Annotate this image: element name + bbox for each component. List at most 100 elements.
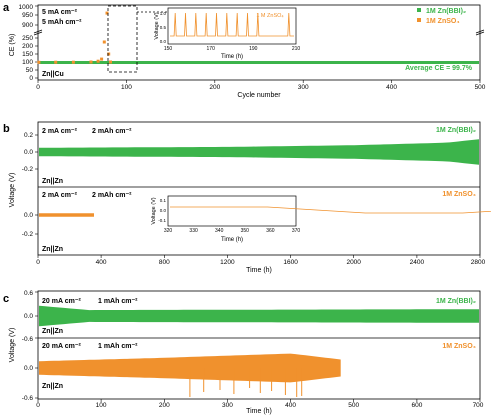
inset-b-xlabel: Time (h) [221, 237, 243, 243]
average-ce-annotation: Average CE = 99.7% [405, 65, 473, 72]
y-tick-label: 200 [22, 43, 33, 50]
zn-bbi-voltage-band-c [39, 305, 479, 327]
inset-b-ytick: -0.1 [158, 218, 166, 223]
panel-c-condition-1-bottom: 20 mA cm⁻² [42, 343, 82, 350]
x-tick-label: 200 [159, 402, 170, 409]
x-tick-label: 0 [36, 84, 40, 91]
panel-a-xlabel: Cycle number [237, 92, 281, 99]
panel-c-series-label-zn-bbi: 1M Zn(BBI)₂ [436, 298, 476, 305]
inset-a-xlabel: Time (h) [221, 54, 243, 60]
x-tick-label: 2000 [346, 259, 361, 266]
y-tick-label: -0.2 [22, 231, 34, 238]
znso4-ce-point [37, 60, 41, 64]
panel-label-a: a [3, 2, 10, 14]
y-tick-label: 1000 [19, 4, 34, 11]
panel-c-cell-label-bottom: Zn||Zn [42, 383, 63, 390]
panel-a-ylabel: CE (%) [9, 34, 16, 57]
panel-c-condition-1: 20 mA cm⁻² [42, 298, 82, 305]
inset-a-xtick: 150 [164, 46, 173, 52]
panel-b-condition-2-bottom: 2 mAh cm⁻² [92, 192, 132, 199]
znso4-ce-point [107, 52, 111, 56]
znso4-ce-points [37, 11, 112, 64]
zn-bbi-voltage-band-b [39, 139, 479, 165]
inset-b-xtick: 330 [189, 228, 198, 234]
znso4-ce-point [109, 60, 112, 64]
panel-c-xlabel: Time (h) [246, 408, 272, 415]
panel-b-xlabel: Time (h) [246, 267, 272, 274]
inset-b-ylabel: Voltage (V) [151, 197, 157, 224]
panel-c-ylabel: Voltage (V) [9, 328, 16, 363]
inset-b-xtick: 370 [292, 228, 301, 234]
y-tick-label: 100 [22, 59, 33, 66]
inset-b-ytick: 0.1 [160, 198, 167, 203]
panel-a-yticks: 0 50 100 150 200 250 900 950 1000 [19, 4, 38, 82]
panel-c-xticks: 0 100 200 300 400 500 600 700 [36, 399, 484, 409]
panel-b-condition-1: 2 mA cm⁻² [42, 128, 78, 135]
x-tick-label: 1600 [283, 259, 298, 266]
x-tick-label: 0 [36, 402, 40, 409]
y-tick-label: -0.6 [22, 395, 34, 402]
y-tick-label: -0.6 [22, 336, 34, 343]
panel-b-ylabel: Voltage (V) [9, 173, 16, 208]
y-tick-label: 0.6 [24, 290, 33, 297]
panel-label-b: b [3, 123, 10, 135]
x-tick-label: 2400 [410, 259, 425, 266]
x-tick-label: 300 [222, 402, 233, 409]
x-tick-label: 300 [298, 84, 309, 91]
inset-a-voltage-series [170, 12, 294, 37]
legend-label-znso4: 1M ZnSO₄ [426, 18, 460, 25]
y-tick-label: 0.0 [24, 212, 33, 219]
znso4-ce-point [89, 60, 93, 64]
inset-a-ytick: 0.0 [160, 39, 167, 44]
y-tick-label: 250 [22, 35, 33, 42]
highlight-box [107, 5, 138, 73]
y-tick-label: 0.0 [24, 313, 33, 320]
znso4-ce-point [100, 57, 104, 61]
inset-a-ytick: 0.5 [160, 25, 167, 30]
panel-label-c: c [3, 293, 9, 305]
panel-c-cell-label-top: Zn||Zn [42, 328, 63, 335]
legend-marker-znso4 [417, 18, 421, 22]
panel-b-series-label-znso4: 1M ZnSO₄ [442, 191, 476, 198]
znso4-ce-point [105, 11, 109, 15]
panel-a-xticks: 0 100 200 300 400 500 [36, 80, 486, 91]
y-tick-label: 50 [26, 67, 34, 74]
x-tick-label: 500 [475, 84, 486, 91]
inset-a-ylabel: Voltage (V) [154, 12, 160, 39]
x-tick-label: 1200 [220, 259, 235, 266]
inset-a-series-label: 1 M ZnSO₄ [256, 13, 284, 19]
panel-c-yticks: 0.6 0.0 -0.6 0.0 -0.6 [22, 290, 38, 402]
y-tick-label: 900 [22, 22, 33, 29]
znso4-ce-point [54, 60, 58, 64]
panel-b-condition-2: 2 mAh cm⁻² [92, 128, 132, 135]
x-tick-label: 200 [209, 84, 220, 91]
inset-a-xtick: 210 [292, 46, 301, 52]
x-tick-label: 700 [473, 402, 484, 409]
panel-a-cell-label: Zn||Cu [42, 71, 64, 78]
panel-b-xticks: 0 400 800 1200 1600 2000 2400 2800 [36, 255, 486, 266]
y-tick-label: 0 [29, 75, 33, 82]
y-tick-label: 150 [22, 51, 33, 58]
inset-b-xtick: 360 [266, 228, 275, 234]
panel-a-condition-2: 5 mAh cm⁻² [42, 19, 82, 26]
axis-break-marks [33, 29, 485, 36]
panel-b-series-label-zn-bbi: 1M Zn(BBI)₂ [436, 127, 476, 134]
panel-a-axes [37, 4, 481, 81]
znso4-ce-point [71, 60, 75, 64]
y-tick-label: 0.0 [24, 149, 33, 156]
y-tick-label: 950 [22, 12, 33, 19]
znso4-voltage-spikes [189, 368, 303, 397]
panel-c-condition-2-bottom: 1 mAh cm⁻² [98, 343, 138, 350]
x-tick-label: 0 [36, 259, 40, 266]
inset-b-ytick: 0.0 [160, 208, 167, 213]
y-tick-label: 0.2 [24, 132, 33, 139]
panel-b-inset: Time (h) Voltage (V) 320 330 340 350 360… [151, 195, 491, 243]
x-tick-label: 400 [386, 84, 397, 91]
x-tick-label: 100 [96, 402, 107, 409]
znso4-ce-point [102, 40, 106, 44]
x-tick-label: 400 [96, 259, 107, 266]
inset-b-xtick: 350 [241, 228, 250, 234]
panel-c-axes [37, 290, 481, 400]
inset-a-xtick: 190 [249, 46, 258, 52]
